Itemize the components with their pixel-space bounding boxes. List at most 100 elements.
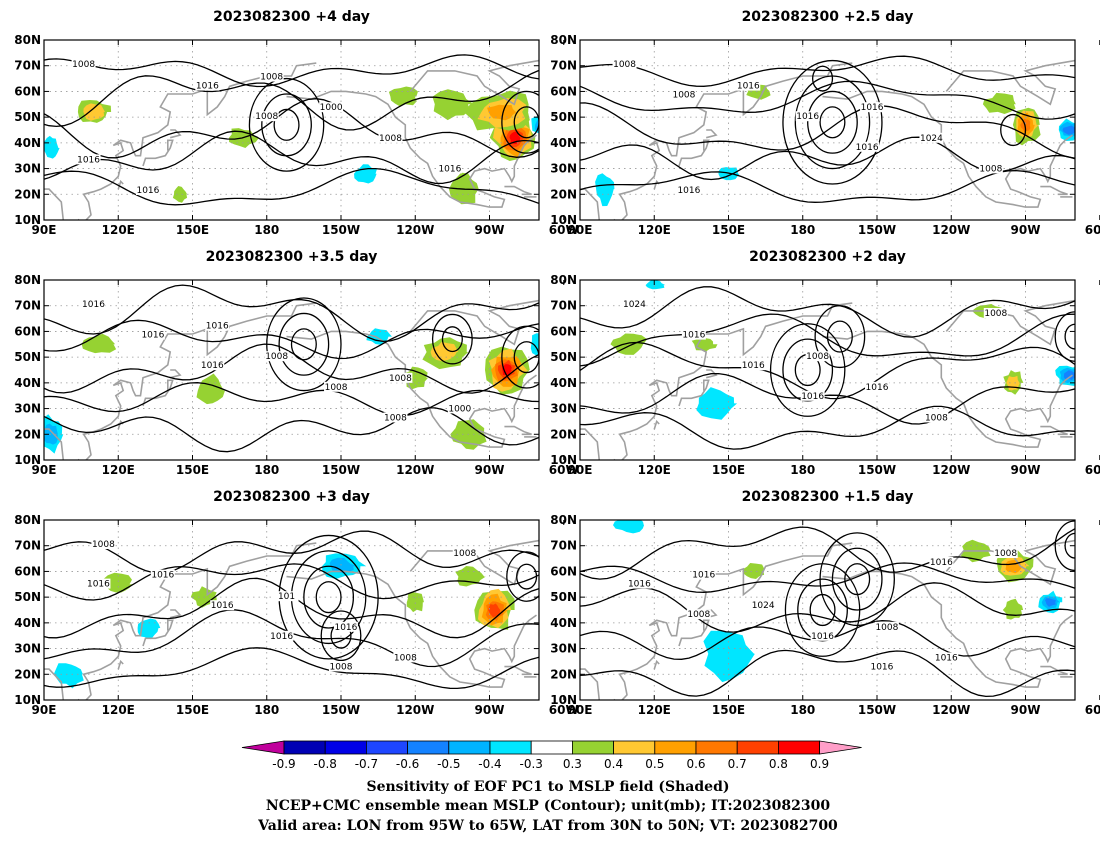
x-tick-label: 90E bbox=[568, 223, 593, 237]
positive-sensitivity-area bbox=[610, 333, 648, 355]
panel-title: 2023082300 +4 day bbox=[213, 9, 370, 25]
contour-label: 1016 bbox=[870, 662, 893, 672]
positive-sensitivity-area bbox=[77, 100, 112, 123]
y-tick-label: 50N bbox=[550, 590, 577, 604]
negative-sensitivity-area bbox=[1038, 590, 1063, 614]
y-tick-label: 40N bbox=[14, 376, 41, 390]
mslp-closed-contour bbox=[506, 551, 539, 602]
contour-label: 1008 bbox=[453, 549, 476, 559]
shade-level bbox=[1063, 370, 1075, 381]
y-tick-label: 10N bbox=[14, 213, 41, 227]
shade-level bbox=[610, 333, 648, 355]
shade-level bbox=[1086, 158, 1100, 178]
mslp-contour-line bbox=[44, 382, 539, 417]
mslp-contour-line bbox=[580, 80, 1075, 120]
positive-sensitivity-area bbox=[1086, 158, 1100, 178]
contour-label: 1008 bbox=[379, 134, 402, 144]
mslp-contour-line bbox=[580, 102, 1075, 159]
y-tick-label: 50N bbox=[550, 350, 577, 364]
map-panel: 1008 1016 1008 1016 1008 1016 1024 1016 1016 2023… bbox=[550, 9, 1100, 237]
y-tick-label: 30N bbox=[550, 402, 577, 416]
x-tick-label: 150W bbox=[858, 223, 896, 237]
map-panel: 1008 1016 1016 1008 1016 1008 1016 1016 1008 101 2… bbox=[14, 489, 578, 717]
contour-label: 1016 bbox=[801, 392, 824, 402]
colorbar-tick-label: -0.5 bbox=[437, 757, 460, 771]
colorbar-tick-label: -0.3 bbox=[519, 757, 542, 771]
shade-level bbox=[406, 591, 424, 613]
y-tick-label: 80N bbox=[14, 33, 41, 47]
positive-sensitivity-area bbox=[196, 373, 225, 405]
x-tick-label: 90W bbox=[1011, 223, 1041, 237]
mslp-closed-contour bbox=[782, 338, 834, 402]
map-panel: 1016 1008 1016 1008 1016 1008 1000 1016 1008 2023… bbox=[14, 249, 578, 477]
captions: Sensitivity of EOF PC1 to MSLP field (Sh… bbox=[257, 779, 838, 834]
map-frame bbox=[43, 279, 540, 461]
y-tick-label: 10N bbox=[14, 693, 41, 707]
contour-label: 1008 bbox=[984, 309, 1007, 319]
y-tick-label: 50N bbox=[550, 110, 577, 124]
contour-label: 1008 bbox=[389, 374, 412, 384]
contour-label: 1008 bbox=[255, 112, 278, 122]
contour-label: 1008 bbox=[806, 352, 829, 362]
x-tick-label: 60W bbox=[549, 223, 579, 237]
positive-sensitivity-area bbox=[103, 572, 133, 593]
y-tick-label: 20N bbox=[14, 187, 41, 201]
colorbar-max-triangle bbox=[819, 740, 862, 755]
shade-level bbox=[488, 603, 501, 618]
axes: 90E120E150E180150W120W90W60W10N20N30N40N… bbox=[550, 513, 1100, 717]
contour-label: 1016 bbox=[136, 186, 159, 196]
mslp-closed-contour bbox=[431, 313, 473, 365]
contour-label: 1024 bbox=[623, 300, 646, 310]
contour-labels: 1008 1016 1016 1008 1016 1008 1016 1016 1008 101 bbox=[86, 539, 477, 672]
mslp-closed-contour bbox=[769, 323, 846, 417]
contour-label: 1016 bbox=[677, 186, 700, 196]
y-tick-label: 80N bbox=[550, 273, 577, 287]
colorbar-box bbox=[778, 740, 821, 755]
mslp-contour-line bbox=[580, 582, 1075, 633]
mslp-contour-line bbox=[580, 649, 1075, 698]
contour-label: 1008 bbox=[687, 610, 710, 620]
colorbar-box bbox=[654, 740, 697, 755]
mslp-closed-contour bbox=[1000, 113, 1027, 147]
y-tick-label: 60N bbox=[14, 84, 41, 98]
y-tick-label: 20N bbox=[550, 427, 577, 441]
y-tick-label: 70N bbox=[14, 539, 41, 553]
contour-label: 1016 bbox=[201, 361, 224, 371]
map-frame bbox=[43, 519, 540, 701]
coastlines bbox=[44, 59, 539, 220]
x-tick-label: 120E bbox=[638, 223, 671, 237]
positive-sensitivity-area bbox=[432, 89, 475, 121]
mslp-contour-line bbox=[44, 563, 539, 601]
shade-level bbox=[487, 104, 517, 121]
x-tick-label: 120W bbox=[932, 463, 970, 477]
x-tick-label: 150E bbox=[176, 223, 209, 237]
map-frame bbox=[43, 39, 540, 221]
colorbar-box bbox=[365, 740, 408, 755]
contour-label: 1016 bbox=[196, 82, 219, 92]
positive-sensitivity-area bbox=[474, 588, 515, 630]
contour-labels: 1016 1008 1016 1008 1016 1008 1000 1016 1008 bbox=[81, 299, 472, 423]
shade-level bbox=[196, 373, 225, 405]
mslp-closed-contour bbox=[814, 305, 866, 369]
x-tick-label: 90E bbox=[32, 463, 57, 477]
mslp-closed-contour bbox=[516, 563, 538, 590]
colorbar-box bbox=[407, 740, 450, 755]
colorbar-tick-label: 0.8 bbox=[769, 757, 788, 771]
mslp-contour-line bbox=[580, 526, 1075, 580]
y-tick-label: 10N bbox=[550, 693, 577, 707]
contour-label: 1008 bbox=[875, 623, 898, 633]
mslp-closed-contour bbox=[831, 547, 883, 611]
x-tick-label: 120W bbox=[396, 703, 434, 717]
x-tick-label: 150E bbox=[176, 463, 209, 477]
contour-label: 1008 bbox=[672, 91, 695, 101]
contour-label: 1024 bbox=[752, 601, 775, 611]
positive-sensitivity-area bbox=[1003, 370, 1024, 395]
caption-line-2: NCEP+CMC ensemble mean MSLP (Contour); u… bbox=[266, 798, 830, 814]
contour-label: 101 bbox=[278, 592, 295, 602]
mslp-closed-contour bbox=[303, 565, 355, 629]
y-tick-label: 50N bbox=[14, 590, 41, 604]
map-panel: 1016 1008 1016 1008 1016 1016 1024 1008 20230823… bbox=[550, 249, 1100, 477]
x-tick-label: 120W bbox=[932, 703, 970, 717]
mslp-closed-contour bbox=[844, 563, 871, 596]
